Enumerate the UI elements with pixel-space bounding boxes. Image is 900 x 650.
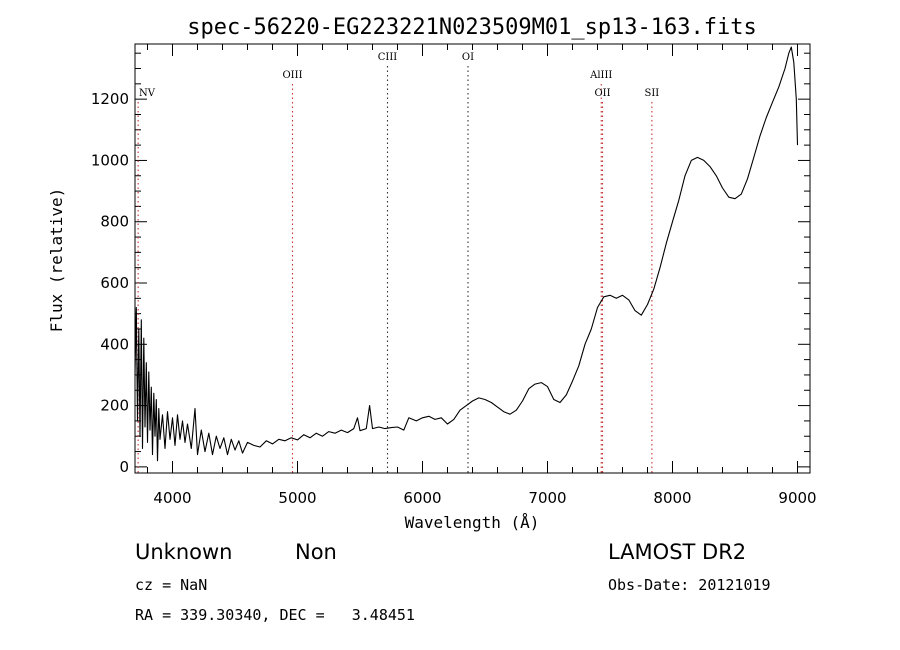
x-tick-label: 9000 [778,489,816,507]
spectrum-line [134,46,799,462]
x-tick-label: 6000 [403,489,441,507]
y-tick-label: 1000 [91,151,129,169]
y-axis-label: Flux (relative) [47,188,66,333]
line-label: OI [462,52,474,63]
line-label: CIII [378,52,398,63]
line-label: OIII [282,70,302,81]
y-tick-label: 200 [100,397,129,415]
obs-date: Obs-Date: 20121019 [608,576,771,594]
x-tick-label: 8000 [653,489,691,507]
y-tick-label: 400 [100,335,129,353]
y-tick-label: 1200 [91,90,129,108]
chart-title: spec-56220-EG223221N023509M01_sp13-163.f… [187,15,757,40]
object-class: Unknown [135,540,233,564]
x-tick-label: 5000 [278,489,316,507]
coordinates: RA = 339.30340, DEC = 3.48451 [135,606,415,624]
x-axis-label: Wavelength (Å) [405,513,540,532]
x-tick-label: 7000 [528,489,566,507]
subclass: Non [295,540,337,564]
y-tick-label: 0 [119,458,129,476]
plot-area: 4000 5000 6000 7000 8000 9000 0 200 400 600 800 100… [91,43,817,507]
line-label: AlIII [589,70,612,81]
y-tick-label: 600 [100,274,129,292]
line-label: SII [644,88,659,99]
line-label: NV [139,88,156,99]
survey-name: LAMOST DR2 [608,540,747,564]
redshift-cz: cz = NaN [135,576,208,594]
plot-frame [134,43,811,474]
y-tick-label: 800 [100,213,129,231]
line-label: OII [594,88,610,99]
x-tick-label: 4000 [153,489,191,507]
